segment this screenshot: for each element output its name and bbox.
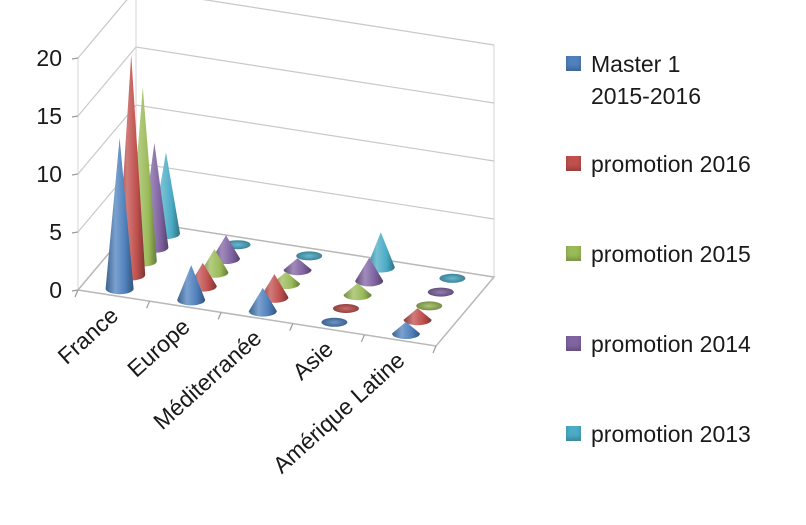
legend-item: promotion 2013: [566, 418, 751, 450]
legend-label: Master 1 2015-2016: [591, 51, 701, 109]
y-tick-mark: [71, 289, 79, 292]
y-tick-label: 10: [36, 161, 62, 187]
cone-amérique-latine-series-3: [416, 301, 443, 311]
cone-asie-series-4: [355, 257, 384, 287]
y-tick-mark: [71, 57, 79, 60]
cone-base: [321, 317, 348, 327]
legend-swatch: [566, 56, 581, 71]
x-tick-mark: [217, 312, 222, 320]
cone-asie-series-3: [343, 283, 372, 301]
gridline: [77, 0, 495, 59]
x-tick-label: France: [53, 302, 124, 369]
x-tick-mark: [146, 300, 151, 309]
cone-amérique-latine-series-1: [392, 321, 420, 339]
x-tick-mark: [289, 323, 294, 331]
cone-body: [355, 257, 384, 287]
cone-base: [296, 251, 323, 261]
cone-méditerranée-series-4: [283, 258, 312, 276]
x-tick-mark: [432, 345, 437, 354]
cone-europe-series-1: [177, 265, 206, 306]
x-tick-label: Asie: [287, 336, 338, 385]
cone-body: [105, 137, 134, 295]
x-tick-mark: [74, 289, 79, 298]
cone-body: [177, 265, 206, 306]
cone-amérique-latine-series-5: [439, 273, 466, 283]
y-tick-mark: [71, 115, 79, 118]
cone-body: [392, 321, 420, 339]
legend-swatch: [566, 336, 581, 351]
cone-amérique-latine-series-2: [403, 308, 432, 326]
y-axis-ticks: 0 5 10 15 20: [36, 45, 79, 303]
legend-swatch: [566, 426, 581, 441]
y-tick-mark: [71, 173, 79, 176]
cone-amérique-latine-series-4: [427, 287, 454, 297]
y-tick-label: 15: [36, 103, 62, 129]
legend-label: promotion 2014: [591, 331, 751, 357]
cone-body: [283, 258, 312, 276]
cone-asie-series-2: [333, 304, 359, 313]
legend-label: promotion 2015: [591, 241, 751, 267]
cone-méditerranée-series-5: [296, 251, 323, 261]
cone-base: [427, 287, 454, 297]
y-tick-label: 20: [36, 45, 62, 71]
cone-méditerranée-series-1: [248, 287, 277, 317]
cone-body: [343, 283, 372, 301]
cone-body: [366, 232, 395, 273]
legend-swatch: [566, 246, 581, 261]
legend-item: Master 1 2015-2016: [566, 48, 701, 112]
legend-item: promotion 2014: [566, 328, 751, 360]
chart-cones: [105, 54, 466, 339]
y-tick-mark: [71, 231, 79, 234]
cone-base: [416, 301, 443, 311]
y-tick-label: 5: [49, 219, 62, 245]
legend-label: promotion 2013: [591, 421, 751, 447]
gridline: [77, 46, 495, 117]
legend-item: promotion 2015: [566, 238, 751, 270]
cone-france-series-1: [105, 137, 134, 295]
cone-asie-series-1: [321, 317, 348, 327]
y-tick-label: 0: [49, 277, 62, 303]
gridline: [77, 104, 495, 175]
x-tick-label: Europe: [122, 313, 195, 382]
cone-body: [403, 308, 432, 326]
cone-body: [248, 287, 277, 317]
x-tick-mark: [360, 334, 365, 343]
cone-base: [333, 304, 359, 313]
cone-base: [439, 273, 466, 283]
legend-item: promotion 2016: [566, 148, 751, 180]
legend-label: promotion 2016: [591, 151, 751, 177]
cone-asie-series-5: [366, 232, 395, 273]
legend-swatch: [566, 156, 581, 171]
